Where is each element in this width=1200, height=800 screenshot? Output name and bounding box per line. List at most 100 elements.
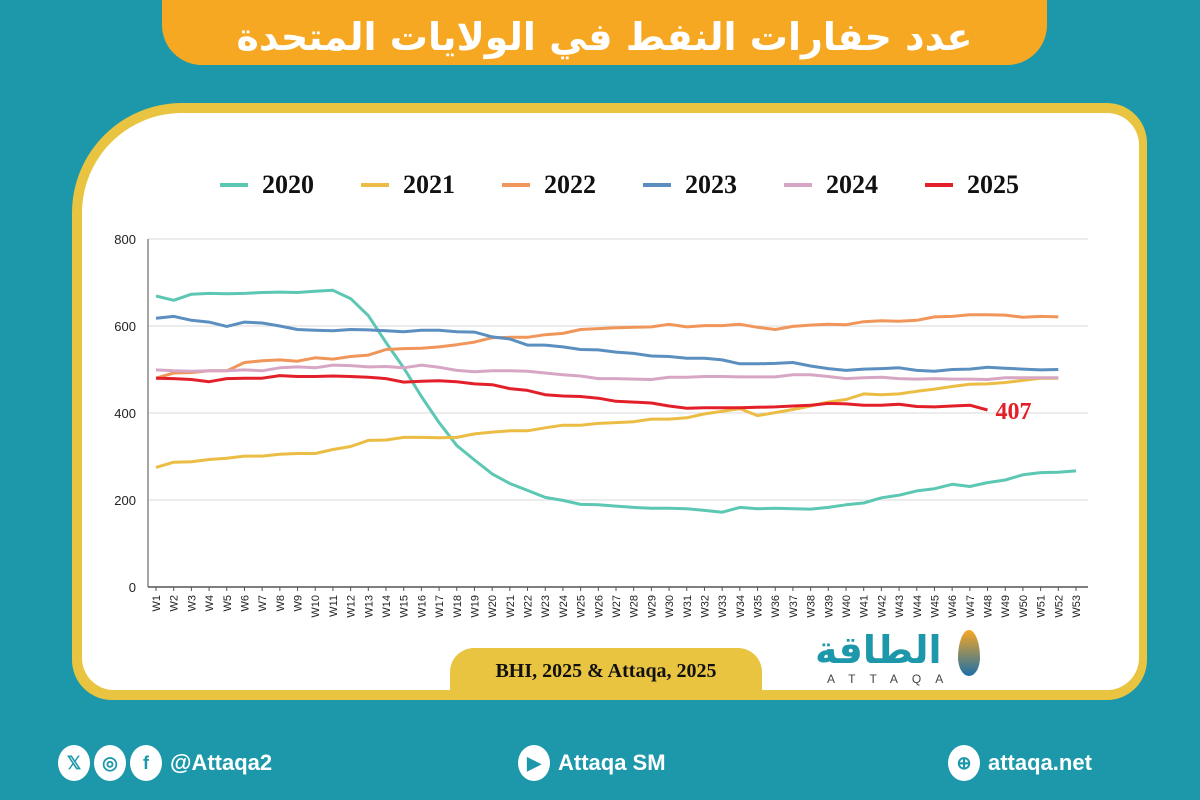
x-tick-label: W11 (328, 595, 340, 617)
legend-label: 2025 (967, 170, 1019, 199)
source-text: BHI, 2025 & Attaqa, 2025 (495, 659, 717, 682)
series-line-2020 (155, 288, 1077, 514)
series-line-2021 (155, 376, 1059, 469)
x-tick-label: W22 (523, 595, 535, 618)
y-tick-label: 400 (114, 406, 136, 421)
x-tick-label: W44 (912, 595, 924, 618)
legend-label: 2020 (262, 170, 314, 199)
x-tick-label: W39 (823, 595, 835, 618)
x-tick-label: W33 (717, 595, 729, 618)
legend-swatch (220, 183, 248, 187)
legend-item-2024: 2024 (784, 170, 925, 200)
series-line-2022 (155, 313, 1059, 380)
x-tick-label: W8 (275, 595, 287, 612)
instagram-icon[interactable]: ◎ (94, 745, 126, 781)
x-tick-label: W24 (558, 595, 570, 618)
youtube-link[interactable]: ▶ Attaqa SM (518, 745, 666, 781)
legend-swatch (502, 183, 530, 187)
legend-swatch (925, 183, 953, 187)
series-line-2024 (155, 363, 1059, 381)
x-tick-label: W50 (1018, 595, 1030, 618)
x-tick-label: W10 (310, 595, 322, 618)
x-tick-label: W49 (1000, 595, 1012, 618)
x-icon[interactable]: 𝕏 (58, 745, 90, 781)
x-tick-label: W3 (186, 595, 198, 612)
legend-item-2021: 2021 (361, 170, 502, 200)
youtube-label: Attaqa SM (558, 750, 666, 775)
x-tick-label: W25 (576, 595, 588, 618)
x-tick-label: W14 (381, 595, 393, 618)
x-tick-label: W46 (947, 595, 959, 618)
x-tick-label: W41 (859, 595, 871, 618)
legend-label: 2024 (826, 170, 878, 199)
x-tick-label: W38 (806, 595, 818, 618)
legend-label: 2021 (403, 170, 455, 199)
source-tab: BHI, 2025 & Attaqa, 2025 (450, 648, 762, 694)
attaqa-logo: الطاقة ATTAQA (815, 628, 985, 688)
x-tick-label: W52 (1053, 595, 1065, 618)
x-tick-label: W31 (682, 595, 694, 618)
legend-item-2023: 2023 (643, 170, 784, 200)
x-tick-label: W19 (469, 595, 481, 618)
x-tick-label: W34 (735, 595, 747, 618)
logo-arabic: الطاقة (815, 628, 942, 672)
x-tick-label: W12 (346, 595, 358, 618)
series-line-2025 (155, 374, 988, 412)
y-tick-label: 600 (114, 319, 136, 334)
last-value-label: 407 (996, 399, 1032, 425)
website-label: attaqa.net (988, 750, 1092, 775)
x-tick-label: W9 (293, 595, 305, 612)
x-tick-label: W42 (876, 595, 888, 618)
x-tick-label: W53 (1071, 595, 1083, 618)
page-title: عدد حفارات النفط في الولايات المتحدة (236, 15, 973, 59)
x-tick-label: W36 (770, 595, 782, 618)
x-tick-label: W7 (257, 595, 269, 612)
x-tick-label: W15 (399, 595, 411, 618)
x-tick-label: W16 (416, 595, 428, 618)
legend-swatch (643, 183, 671, 187)
legend-label: 2022 (544, 170, 596, 199)
x-tick-label: W26 (593, 595, 605, 618)
x-tick-label: W17 (434, 595, 446, 618)
x-tick-label: W48 (983, 595, 995, 618)
x-tick-label: W43 (894, 595, 906, 618)
x-tick-label: W28 (629, 595, 641, 618)
y-tick-label: 0 (129, 580, 136, 595)
title-bar: عدد حفارات النفط في الولايات المتحدة (162, 0, 1047, 65)
legend-swatch (784, 183, 812, 187)
x-tick-label: W51 (1036, 595, 1048, 618)
globe-icon: ⊕ (948, 745, 980, 781)
chart-legend: 2020 2021 2022 2023 2024 2025 (220, 170, 1066, 200)
x-tick-label: W20 (487, 595, 499, 618)
legend-item-2025: 2025 (925, 170, 1066, 200)
x-tick-label: W45 (929, 595, 941, 618)
social-handle[interactable]: @Attaqa2 (170, 750, 273, 775)
y-tick-label: 200 (114, 493, 136, 508)
x-tick-label: W18 (452, 595, 464, 618)
y-tick-label: 800 (114, 232, 136, 247)
series-line-2023 (155, 314, 1059, 373)
x-tick-label: W40 (841, 595, 853, 618)
x-tick-label: W37 (788, 595, 800, 618)
legend-swatch (361, 183, 389, 187)
youtube-icon: ▶ (518, 745, 550, 781)
x-tick-label: W23 (540, 595, 552, 618)
drop-icon (958, 630, 980, 676)
x-tick-label: W30 (664, 595, 676, 618)
x-tick-label: W27 (611, 595, 623, 618)
website-link[interactable]: ⊕ attaqa.net (948, 745, 1092, 781)
x-tick-label: W29 (646, 595, 658, 618)
logo-latin: ATTAQA (827, 672, 958, 686)
legend-item-2020: 2020 (220, 170, 361, 200)
legend-label: 2023 (685, 170, 737, 199)
x-tick-label: W13 (363, 595, 375, 618)
x-tick-label: W5 (222, 595, 234, 612)
x-tick-label: W4 (204, 595, 216, 612)
facebook-icon[interactable]: f (130, 745, 162, 781)
x-tick-label: W32 (699, 595, 711, 618)
x-tick-label: W2 (169, 595, 181, 612)
legend-item-2022: 2022 (502, 170, 643, 200)
x-tick-label: W21 (505, 595, 517, 618)
x-tick-label: W1 (151, 595, 163, 612)
